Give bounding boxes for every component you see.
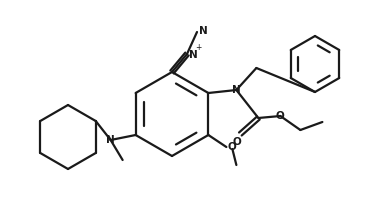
Text: O: O [233, 137, 242, 147]
Text: N: N [199, 26, 208, 36]
Text: N: N [232, 85, 241, 95]
Text: O: O [276, 111, 285, 121]
Text: N: N [189, 50, 198, 60]
Text: +: + [195, 43, 202, 52]
Text: N: N [106, 135, 115, 145]
Text: O: O [228, 142, 236, 152]
